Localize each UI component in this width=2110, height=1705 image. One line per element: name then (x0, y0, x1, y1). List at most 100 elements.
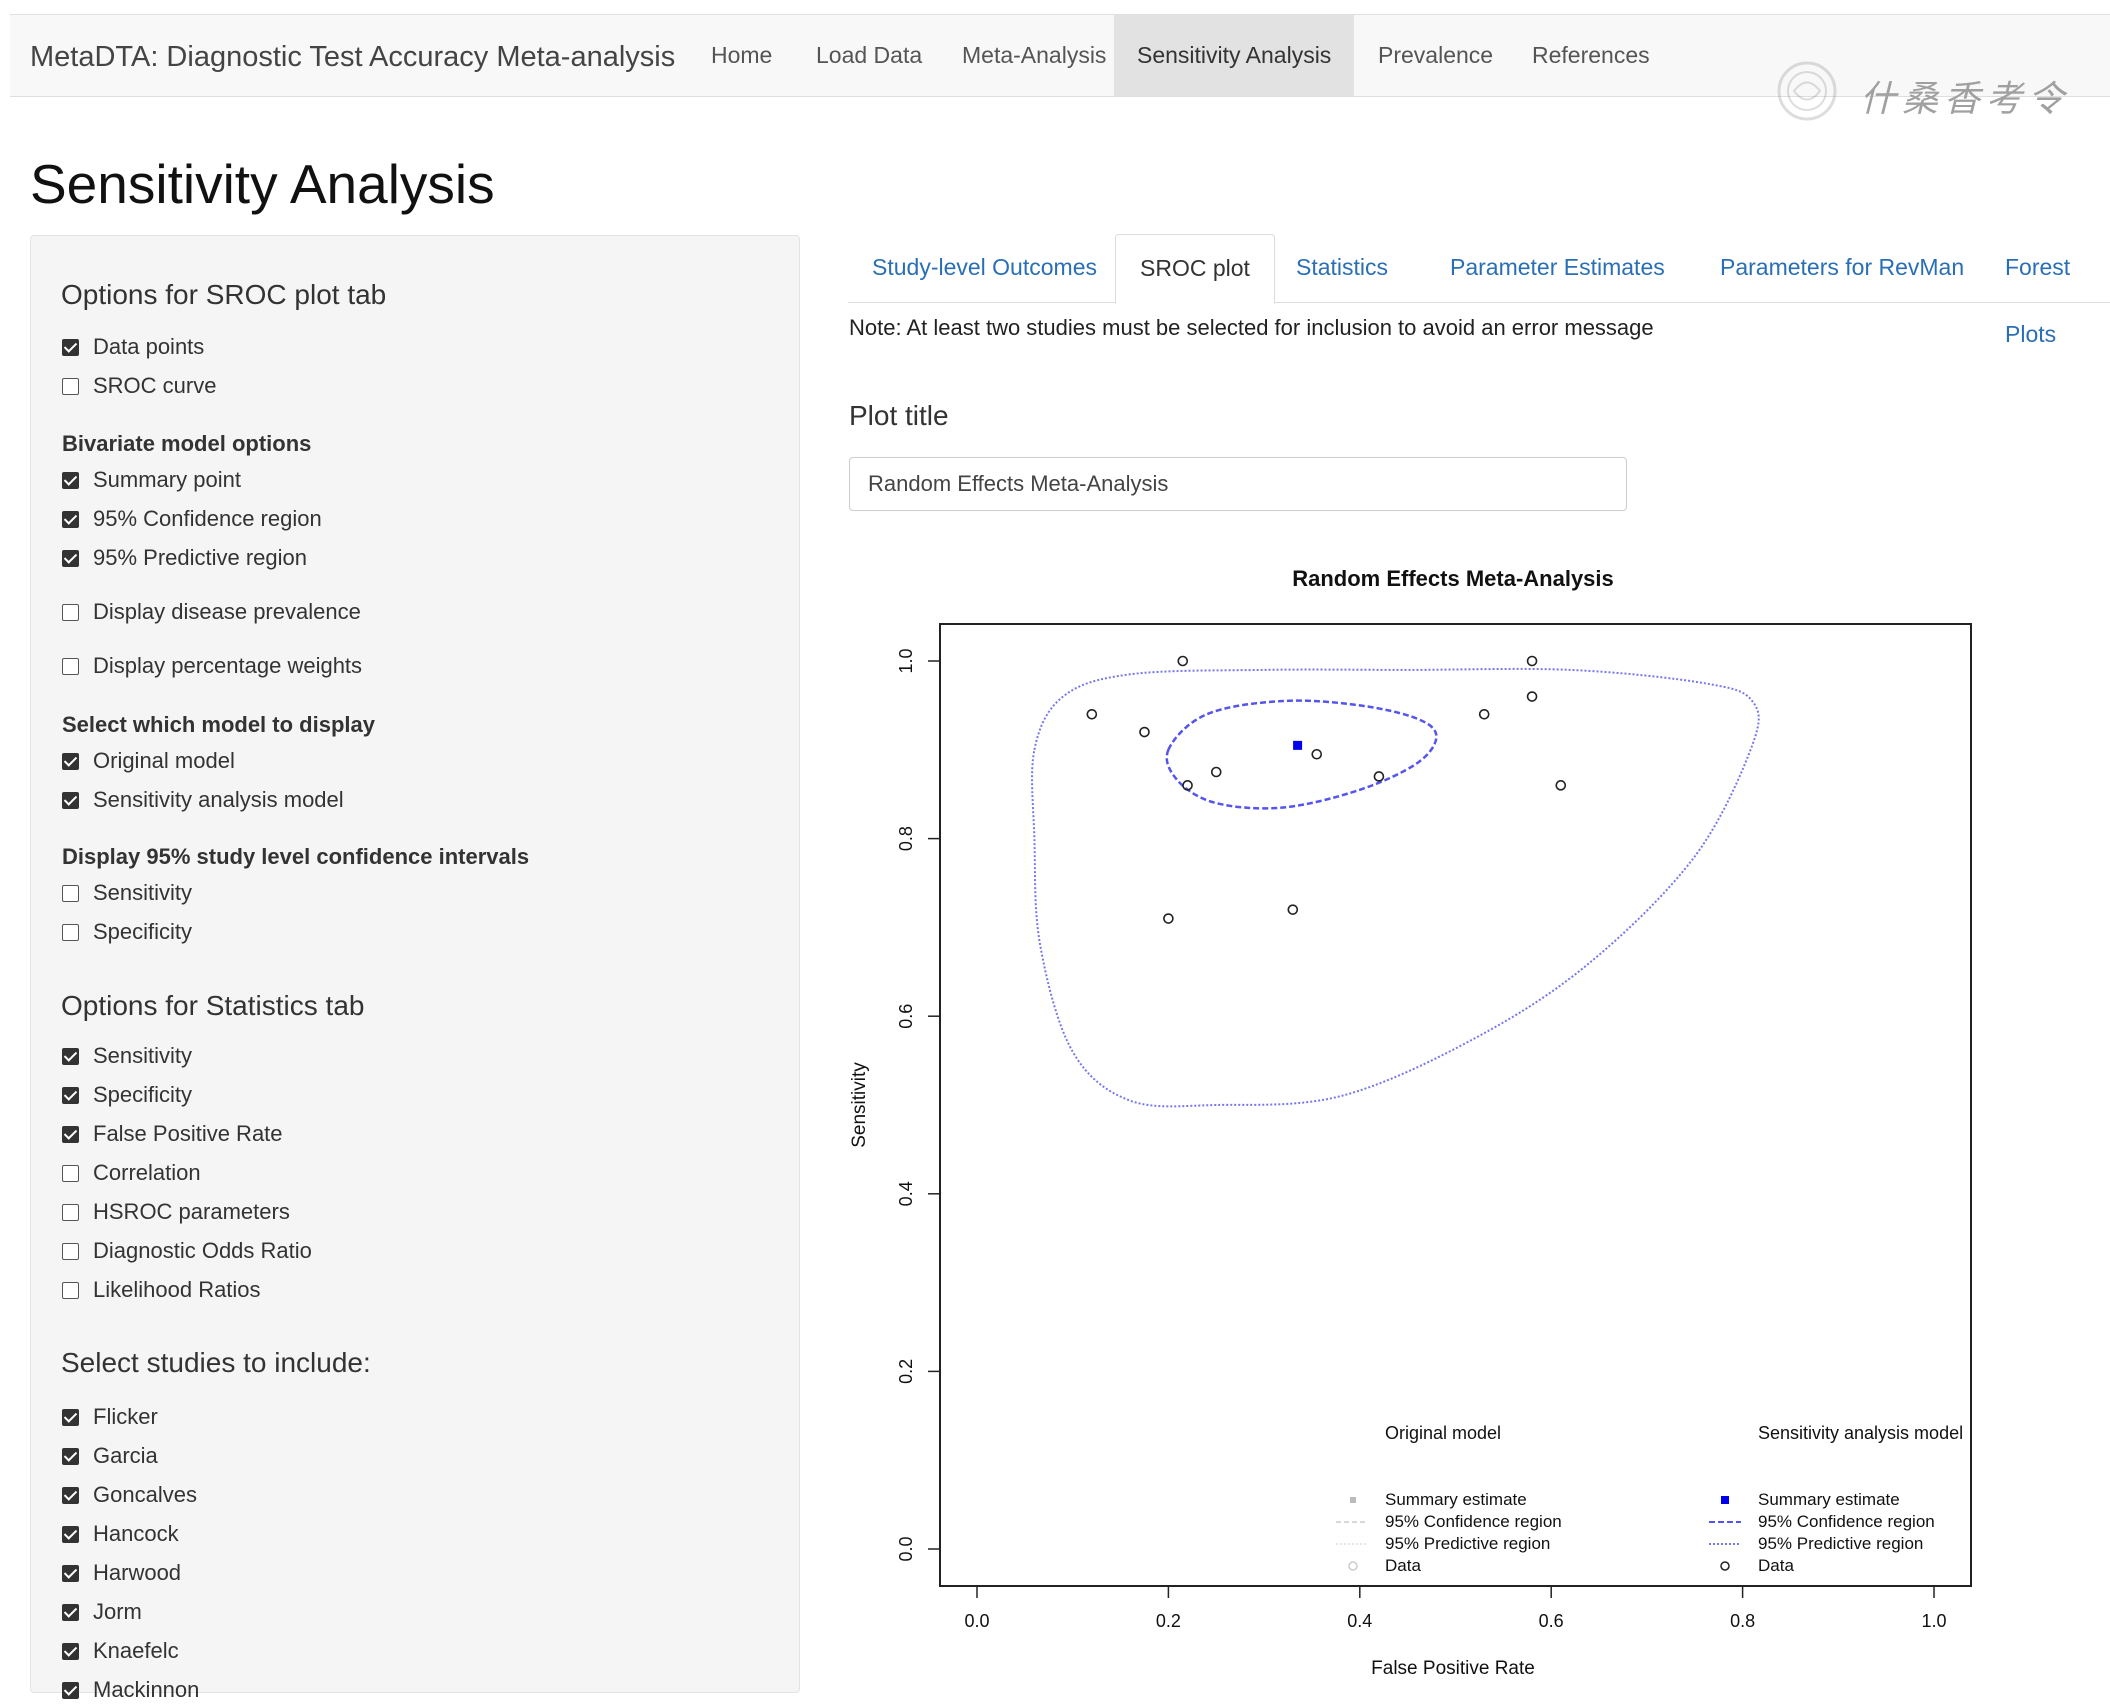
x-tick-label: 1.0 (1921, 1611, 1946, 1631)
legend-sensitivity-entry: Summary estimate (1758, 1490, 1900, 1509)
nav-sensitivity-analysis[interactable]: Sensitivity Analysis (1114, 15, 1355, 96)
checkbox[interactable] (62, 510, 79, 528)
checkbox[interactable] (62, 1086, 79, 1104)
legend-sensitivity-title: Sensitivity analysis model (1758, 1423, 1963, 1443)
x-tick-label: 0.8 (1730, 1611, 1755, 1631)
option-original-model[interactable]: Original model (62, 746, 235, 776)
study-mackinnon[interactable]: Mackinnon (62, 1675, 199, 1705)
watermark-text: 什桑香考令 (1860, 79, 2071, 120)
stat-likelihood-ratios[interactable]: Likelihood Ratios (62, 1275, 261, 1305)
study-goncalves[interactable]: Goncalves (62, 1480, 197, 1510)
checkbox[interactable] (62, 1681, 79, 1699)
study-data-point (1311, 748, 1323, 760)
option-confidence-region[interactable]: 95% Confidence region (62, 504, 322, 534)
plot-frame (939, 623, 1972, 1587)
study-hancock[interactable]: Hancock (62, 1519, 179, 1549)
study-data-point (1182, 780, 1193, 791)
legend-original-entry: 95% Confidence region (1385, 1512, 1562, 1531)
study-harwood[interactable]: Harwood (62, 1558, 181, 1588)
checkbox[interactable] (62, 377, 79, 395)
regions (1031, 667, 1760, 1108)
checkbox[interactable] (62, 791, 79, 809)
nav-references[interactable]: References (1532, 42, 1650, 68)
option-data-points[interactable]: Data points (62, 332, 204, 362)
option-display-prevalence[interactable]: Display disease prevalence (62, 597, 361, 627)
study-data-point (1177, 655, 1189, 667)
studies-heading: Select studies to include: (61, 1347, 371, 1378)
checkbox[interactable] (62, 603, 79, 621)
summary-estimate-point (1293, 740, 1303, 750)
checkbox[interactable] (62, 1486, 79, 1504)
axes: 0.0 0.2 0.4 0.6 0.8 1.0 0.0 0.2 0.4 0.6 0.8 1.0 (896, 648, 1947, 1631)
option-predictive-region[interactable]: 95% Predictive region (62, 543, 307, 573)
checkbox[interactable] (62, 1525, 79, 1543)
x-tick-label: 0.2 (1156, 1611, 1181, 1631)
study-flicker[interactable]: Flicker (62, 1402, 158, 1432)
nav-prevalence[interactable]: Prevalence (1378, 42, 1494, 68)
option-display-weights[interactable]: Display percentage weights (62, 651, 362, 681)
option-summary-point[interactable]: Summary point (62, 465, 241, 495)
checkbox[interactable] (62, 1642, 79, 1660)
stat-diagnostic-odds-ratio[interactable]: Diagnostic Odds Ratio (62, 1236, 312, 1266)
legend-original-entry: Summary estimate (1385, 1490, 1527, 1509)
checkbox[interactable] (62, 657, 79, 675)
tab-parameter-estimates[interactable]: Parameter Estimates (1450, 254, 1665, 280)
navbar: MetaDTA: Diagnostic Test Accuracy Meta-a… (10, 14, 2110, 97)
checkbox[interactable] (62, 549, 79, 567)
tab-parameters-revman[interactable]: Parameters for RevMan (1720, 254, 1965, 280)
option-sroc-curve[interactable]: SROC curve (62, 371, 216, 401)
option-ci-sensitivity[interactable]: Sensitivity (62, 878, 192, 908)
checkbox[interactable] (62, 1164, 79, 1182)
y-tick-label: 0.0 (896, 1536, 916, 1561)
checkbox[interactable] (62, 1447, 79, 1465)
stat-specificity[interactable]: Specificity (62, 1080, 192, 1110)
checkbox[interactable] (62, 1281, 79, 1299)
plot-title-input[interactable] (849, 457, 1627, 511)
checkbox[interactable] (62, 1203, 79, 1221)
stat-false-positive-rate[interactable]: False Positive Rate (62, 1119, 283, 1149)
app-brand[interactable]: MetaDTA: Diagnostic Test Accuracy Meta-a… (30, 41, 676, 73)
bivariate-options-label: Bivariate model options (62, 431, 312, 456)
option-sensitivity-model[interactable]: Sensitivity analysis model (62, 785, 344, 815)
study-jorm[interactable]: Jorm (62, 1597, 142, 1627)
checkbox[interactable] (62, 1408, 79, 1426)
stat-sensitivity[interactable]: Sensitivity (62, 1041, 192, 1071)
study-knaefelc[interactable]: Knaefelc (62, 1636, 179, 1666)
stat-correlation[interactable]: Correlation (62, 1158, 201, 1188)
tab-sroc-plot[interactable]: SROC plot (1115, 234, 1275, 304)
y-axis-label: Sensitivity (849, 1062, 870, 1148)
checkbox[interactable] (62, 923, 79, 941)
legend-original-entry: 95% Predictive region (1385, 1534, 1550, 1553)
checkbox[interactable] (62, 471, 79, 489)
checkbox[interactable] (62, 884, 79, 902)
nav-home[interactable]: Home (711, 42, 773, 68)
tab-study-level-outcomes[interactable]: Study-level Outcomes (872, 254, 1097, 280)
stat-hsroc[interactable]: HSROC parameters (62, 1197, 290, 1227)
predictive-region-curve (1031, 667, 1760, 1108)
checkbox[interactable] (62, 752, 79, 770)
chart-title: Random Effects Meta-Analysis (1292, 566, 1614, 591)
checkbox[interactable] (62, 1047, 79, 1065)
checkbox[interactable] (62, 1603, 79, 1621)
checkbox[interactable] (62, 1564, 79, 1582)
x-tick-label: 0.4 (1347, 1611, 1372, 1631)
legend-original-title: Original model (1385, 1423, 1501, 1443)
option-ci-specificity[interactable]: Specificity (62, 917, 192, 947)
checkbox[interactable] (62, 338, 79, 356)
study-garcia[interactable]: Garcia (62, 1441, 158, 1471)
seal-watermark-icon (1777, 61, 1837, 121)
checkbox[interactable] (62, 1125, 79, 1143)
study-data-point (1555, 780, 1567, 791)
tab-statistics[interactable]: Statistics (1296, 254, 1389, 280)
nav-meta-analysis[interactable]: Meta-Analysis (962, 42, 1107, 68)
tab-forest-plots[interactable]: Forest Plots (2005, 254, 2071, 347)
x-tick-label: 0.0 (964, 1611, 989, 1631)
x-axis-label: False Positive Rate (1371, 1658, 1535, 1679)
legend-original-entry: Data (1385, 1556, 1421, 1575)
y-tick-label: 0.2 (896, 1359, 916, 1384)
checkbox[interactable] (62, 1242, 79, 1260)
nav-load-data[interactable]: Load Data (816, 42, 923, 68)
study-data-point (1526, 691, 1538, 702)
plot-title-label: Plot title (849, 400, 949, 431)
study-data-point (1163, 913, 1174, 924)
